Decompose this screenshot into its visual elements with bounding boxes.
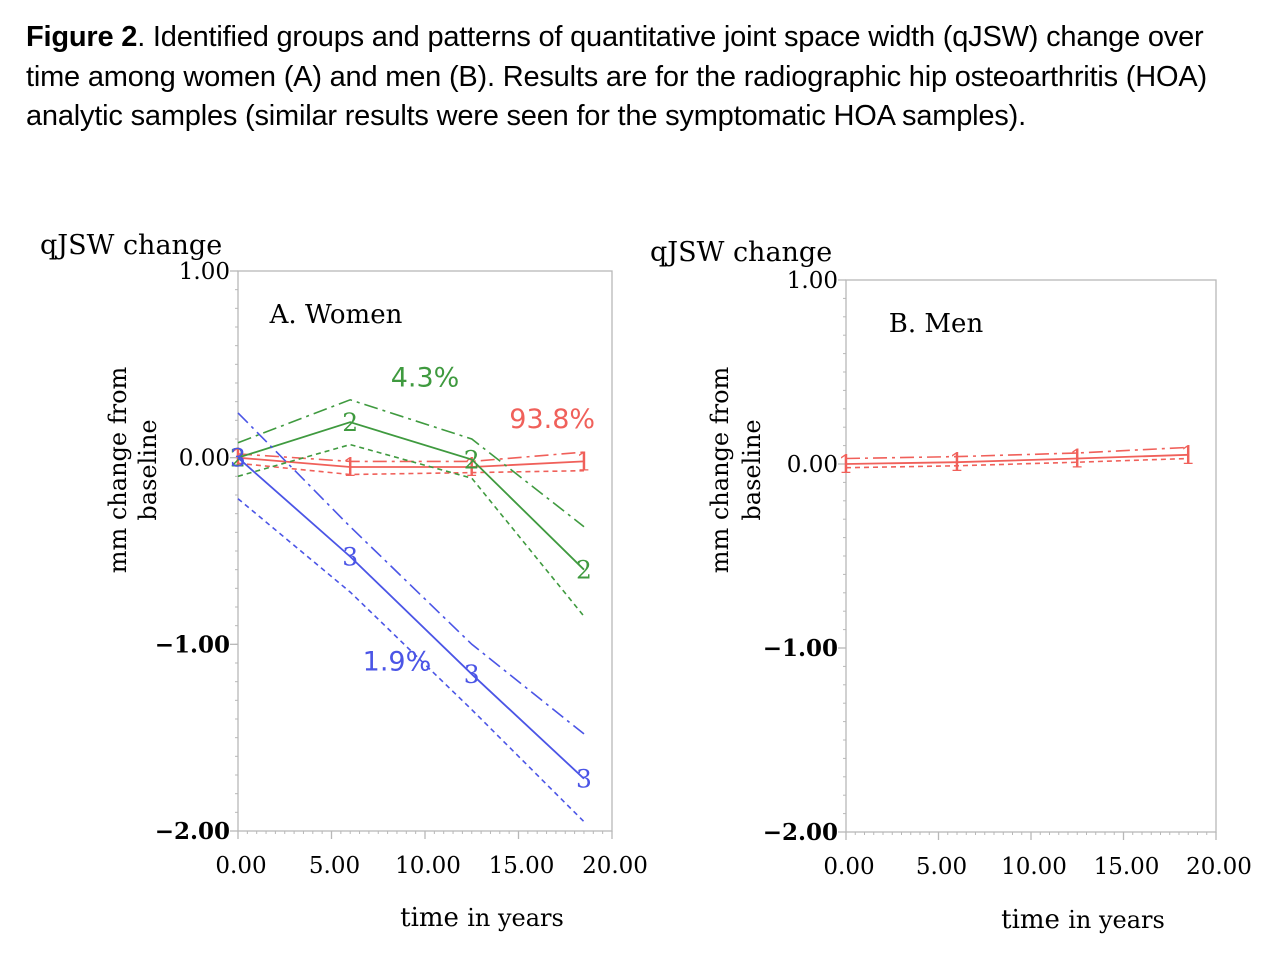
x-axis-label: time in years <box>1001 905 1165 935</box>
data-point-marker-1: 1 <box>1180 441 1196 470</box>
x-tick-label: 0.00 <box>215 853 266 879</box>
y-tick-label: 1.00 <box>179 259 230 285</box>
x-tick-label: 10.00 <box>1001 854 1067 880</box>
y-axis-label-line2: baseline <box>134 419 162 520</box>
data-point-marker-3: 3 <box>342 543 358 572</box>
upper-ci-line-3 <box>237 412 585 735</box>
upper-ci-line-1 <box>237 451 585 463</box>
x-tick-label: 20.00 <box>582 853 648 879</box>
y-tick-label: 0.00 <box>179 446 230 472</box>
data-point-marker-3: 3 <box>576 765 592 794</box>
data-point-marker-2: 2 <box>576 556 592 585</box>
y-axis-top-label: qJSW change <box>40 230 222 261</box>
lower-ci-line-3 <box>237 498 585 823</box>
upper-ci-line-1 <box>845 446 1189 460</box>
series-line-2 <box>237 421 585 571</box>
x-tick-label: 15.00 <box>489 853 555 879</box>
y-axis-label-line2: baseline <box>738 419 766 520</box>
y-tick-label: 0.00 <box>787 452 838 478</box>
panel-women: 1.00 0.00 −1.00 −2.00 0.00 5.00 10.00 15.00 20.0… <box>40 230 648 933</box>
data-point-marker-3: 3 <box>464 660 480 689</box>
panel-men: 1.00 0.00 −1.00 −2.00 0.00 5.00 10.00 15.00 20.0… <box>650 237 1252 935</box>
panel-title: A. Women <box>269 300 403 330</box>
data-point-marker-1: 1 <box>949 448 965 477</box>
x-tick-label: 5.00 <box>309 853 360 879</box>
group-percent-label: 4.3% <box>391 363 460 394</box>
figure-caption: Figure 2. Identified groups and patterns… <box>26 18 1261 137</box>
x-tick-label: 10.00 <box>395 853 461 879</box>
lower-ci-line-1 <box>845 457 1189 469</box>
data-point-marker-1: 1 <box>1069 444 1085 473</box>
plot-frame <box>237 270 613 832</box>
series-line-1 <box>237 456 585 468</box>
group-percent-label: 93.8% <box>509 404 595 435</box>
y-tick-label: −2.00 <box>763 819 838 846</box>
lower-ci-line-1 <box>237 462 585 476</box>
figure-label: Figure 2 <box>26 21 138 53</box>
panel-title: B. Men <box>889 309 984 339</box>
x-axis-label: time in years <box>400 903 564 933</box>
x-tick-label: 5.00 <box>916 854 967 880</box>
y-tick-label: 1.00 <box>787 268 838 294</box>
caption-text: . Identified groups and patterns of quan… <box>26 21 1207 132</box>
data-point-marker-1: 1 <box>576 447 592 476</box>
y-tick-label: −2.00 <box>155 818 230 845</box>
y-axis-label-line1: mm change from <box>104 366 132 573</box>
y-tick-label: −1.00 <box>763 635 838 662</box>
data-point-marker-1: 1 <box>838 450 854 479</box>
plot-frame <box>845 279 1217 833</box>
data-point-marker-2: 2 <box>464 446 480 475</box>
data-point-marker-1: 1 <box>342 453 358 482</box>
lower-ci-line-2 <box>237 443 585 617</box>
y-axis-label-line1: mm change from <box>706 366 734 573</box>
data-point-marker-3: 3 <box>230 444 246 473</box>
series-line-1 <box>845 453 1189 465</box>
data-point-marker-2: 2 <box>342 408 358 437</box>
y-axis-top-label: qJSW change <box>650 237 832 268</box>
series-line-3 <box>237 457 585 780</box>
y-tick-label: −1.00 <box>155 631 230 658</box>
group-percent-label: 1.9% <box>363 646 432 677</box>
data-point-marker-1: 1 <box>464 453 480 482</box>
x-tick-label: 15.00 <box>1094 854 1160 880</box>
upper-ci-line-2 <box>237 398 585 528</box>
x-tick-label: 20.00 <box>1186 854 1252 880</box>
x-tick-label: 0.00 <box>823 854 874 880</box>
